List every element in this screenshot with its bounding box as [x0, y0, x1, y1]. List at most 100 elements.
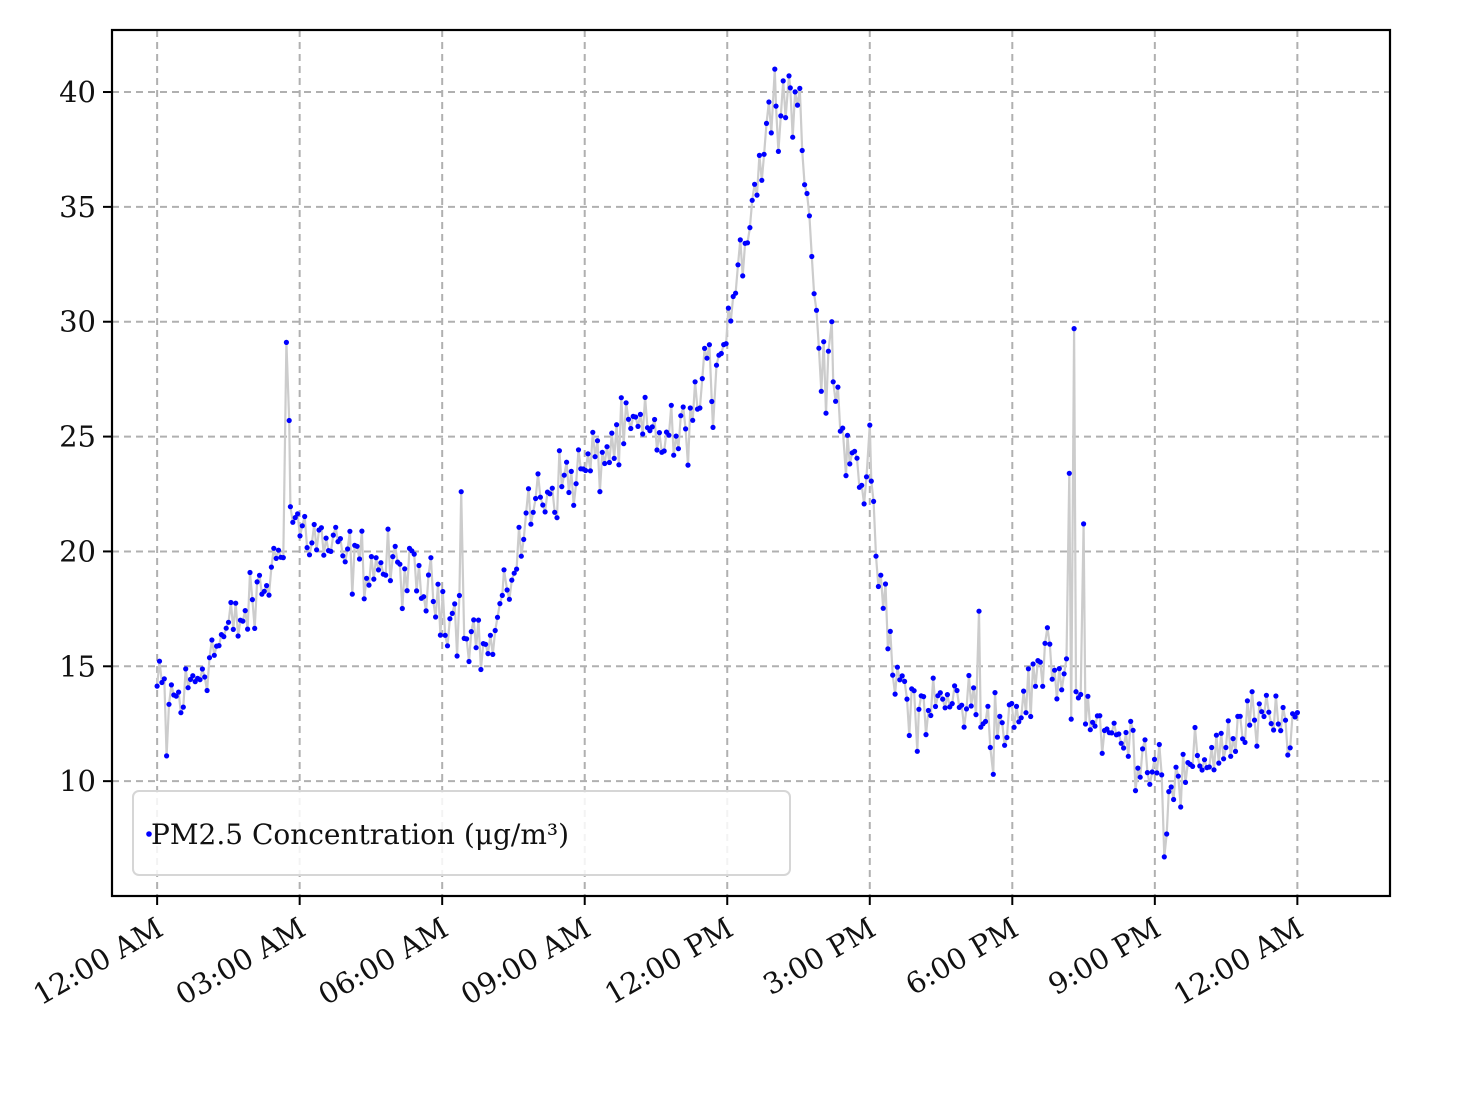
pm25-point	[675, 446, 682, 452]
pm25-point	[1263, 692, 1269, 698]
pm25-point	[271, 545, 277, 551]
pm25-point	[1116, 731, 1122, 737]
pm25-point	[173, 693, 179, 699]
pm25-point	[466, 658, 472, 665]
pm25-point	[1125, 753, 1131, 759]
pm25-point	[882, 581, 889, 587]
pm25-point	[930, 675, 936, 681]
pm25-point	[744, 240, 751, 246]
pm25-point	[223, 625, 229, 631]
pm25-point	[1135, 765, 1141, 771]
pm25-point	[932, 703, 939, 710]
y-axis: 10 15 20 25 30 35 40	[59, 75, 112, 798]
pm25-point	[818, 388, 824, 394]
pm25-point	[768, 130, 774, 136]
pm25-point	[921, 694, 927, 700]
pm25-point	[985, 703, 991, 709]
pm25-point	[587, 468, 594, 474]
pm25-point	[710, 424, 716, 430]
pm25-point	[292, 515, 298, 521]
pm25-point	[906, 732, 912, 739]
pm25-point	[1032, 683, 1039, 689]
pm25-point	[306, 552, 313, 558]
pm25-point	[1232, 748, 1239, 755]
pm25-point	[1275, 721, 1281, 727]
pm25-point	[992, 690, 998, 696]
pm25-point	[1173, 764, 1179, 770]
pm25-point	[937, 690, 943, 696]
pm25-point	[1294, 710, 1300, 716]
pm25-point	[206, 655, 213, 661]
pm25-point	[1023, 710, 1029, 716]
pm25-point	[635, 423, 641, 429]
pm25-point	[606, 459, 613, 466]
pm25-point	[1054, 696, 1060, 702]
pm25-point	[1104, 726, 1110, 732]
pm25-point	[702, 345, 708, 351]
pm25-point	[723, 341, 729, 347]
pm25-point	[487, 632, 493, 638]
pm25-point	[425, 572, 432, 578]
pm25-point	[159, 679, 165, 686]
pm25-point	[575, 447, 582, 453]
pm25-point	[202, 674, 208, 680]
pm25-point	[706, 342, 713, 348]
pm25-point	[1285, 752, 1291, 758]
pm25-point	[885, 646, 891, 652]
pm25-point	[678, 413, 684, 419]
pm25-point	[894, 664, 901, 670]
pm25-point	[892, 691, 898, 697]
pm25-point	[528, 521, 534, 527]
pm25-point	[1201, 757, 1208, 763]
pm25-point	[1254, 743, 1260, 749]
pm25-point	[602, 460, 608, 467]
pm25-point	[1137, 774, 1143, 780]
pm25-point	[1068, 716, 1074, 722]
pm25-point	[323, 535, 329, 541]
pm25-point	[904, 696, 910, 702]
pm25-point	[523, 510, 529, 516]
pm25-point	[416, 562, 422, 569]
pm25-point	[356, 556, 363, 562]
pm25-point	[863, 474, 870, 480]
pm25-point	[349, 591, 355, 597]
pm25-point	[211, 652, 217, 658]
pm25-point	[542, 509, 548, 515]
pm25-point	[216, 643, 222, 649]
pm25-point	[928, 712, 934, 719]
pm25-point	[699, 376, 705, 382]
pm25-point	[590, 429, 596, 435]
pm25-point	[1002, 742, 1008, 748]
pm25-point	[704, 355, 710, 361]
pm25-point	[485, 651, 491, 657]
pm25-point	[383, 572, 389, 578]
pm25-point	[668, 402, 674, 408]
pm25-point	[571, 502, 577, 508]
pm25-point	[1030, 661, 1036, 667]
pm25-point	[209, 637, 215, 643]
pm25-point	[1180, 751, 1186, 757]
pm25-point	[1213, 732, 1219, 738]
pm25-point	[987, 744, 993, 751]
pm25-point	[1061, 671, 1067, 677]
pm25-point	[813, 307, 820, 313]
pm25-point	[973, 712, 979, 718]
pm25-point	[361, 596, 367, 602]
pm25-point	[421, 594, 427, 600]
series-point-layer	[154, 66, 1300, 860]
pm25-point	[473, 645, 479, 651]
pm25-point	[843, 473, 849, 479]
pm25-point	[568, 468, 574, 474]
pm25-point	[982, 718, 989, 725]
pm25-point	[1118, 740, 1124, 746]
legend-box	[132, 790, 791, 876]
pm25-point	[295, 511, 301, 517]
pm25-point	[1040, 683, 1046, 689]
pm25-point	[1044, 625, 1050, 631]
pm25-point	[1063, 656, 1070, 662]
pm25-point	[902, 678, 908, 685]
pm25-point	[942, 705, 948, 711]
pm25-point	[616, 462, 622, 468]
pm25-point	[309, 540, 315, 546]
